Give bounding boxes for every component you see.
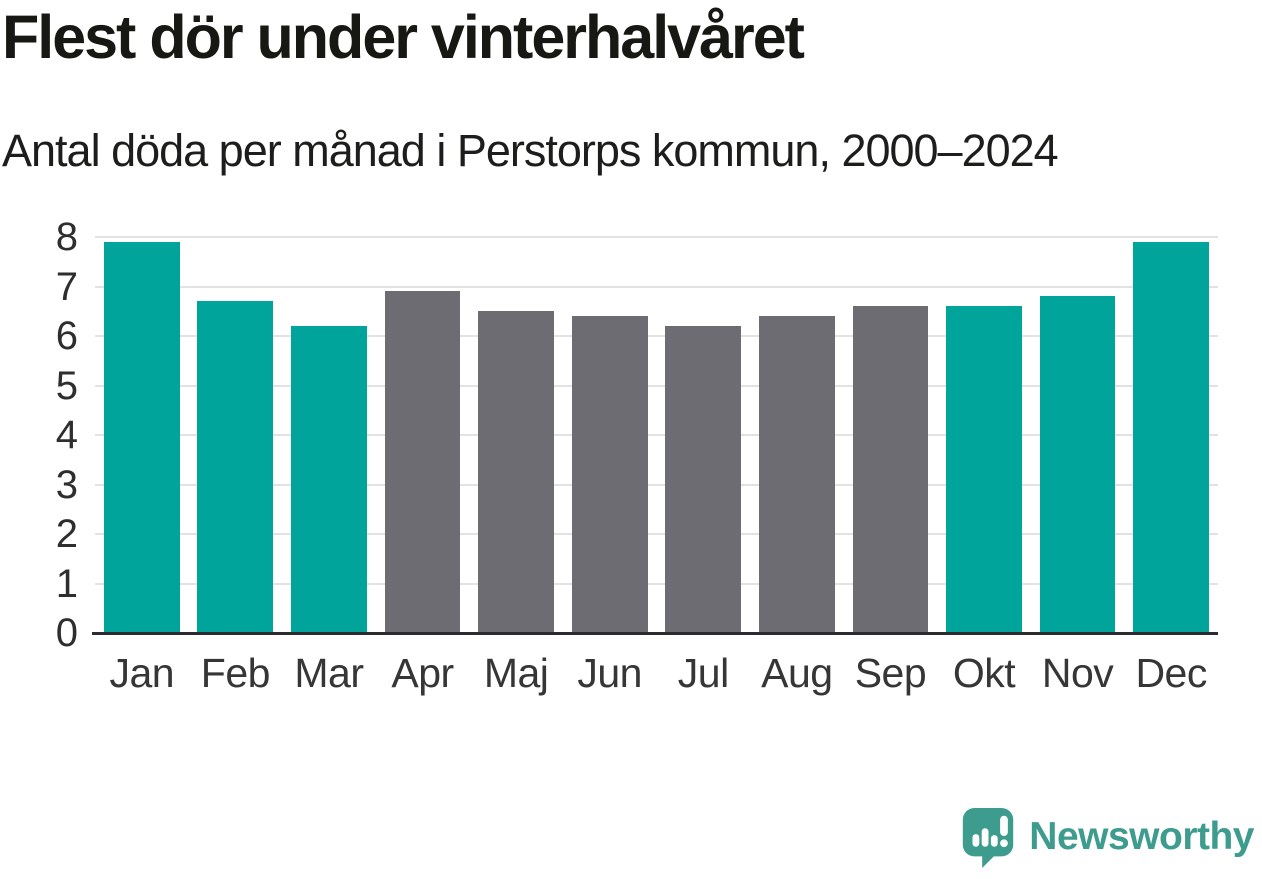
bars (95, 237, 1218, 633)
x-axis-label-okt: Okt (952, 650, 1016, 696)
bar-slot-feb (189, 237, 283, 633)
bar-dec (1133, 241, 1210, 633)
gridline (95, 335, 1218, 337)
y-axis-tick-label: 4 (55, 413, 78, 457)
y-axis-tick-label: 2 (55, 512, 78, 556)
bar-slot-okt (937, 237, 1031, 633)
bar-jan (103, 241, 180, 633)
bar-apr (384, 291, 461, 633)
gridline (95, 434, 1218, 436)
x-axis-label-jan: Jan (109, 650, 175, 696)
y-axis-tick-label: 6 (55, 314, 78, 358)
y-axis-tick-label: 0 (55, 611, 78, 655)
bar-slot-nov (1031, 237, 1125, 633)
y-axis-tick-label: 8 (55, 215, 78, 259)
bar-nov (1039, 296, 1116, 633)
bar-aug (758, 316, 835, 633)
bar-slot-aug (750, 237, 844, 633)
y-axis-tick-label: 5 (55, 363, 78, 408)
brand-footer: Newsworthy (960, 806, 1254, 868)
bar-slot-jan (95, 237, 189, 633)
chart-title: Flest dör under vinterhalvåret (2, 3, 805, 71)
bar-jul (665, 326, 742, 633)
y-axis-tick-label: 1 (55, 561, 78, 606)
y-axis-tick-label: 7 (55, 264, 78, 309)
x-axis-label-jul: Jul (677, 650, 729, 696)
bar-slot-dec (1124, 237, 1218, 633)
chart-subtitle: Antal döda per månad i Perstorps kommun,… (2, 125, 1059, 176)
x-axis-label-jun: Jun (577, 650, 642, 696)
bar-slot-jul (656, 237, 750, 633)
bar-slot-apr (376, 237, 470, 633)
x-axis-label-sep: Sep (854, 650, 927, 696)
x-axis-labels: Jan Feb Mar Apr Maj Jun Jul Aug Sep Okt Nov Dec (95, 650, 1218, 697)
gridline (95, 483, 1218, 486)
bar-maj (478, 311, 554, 633)
bar-slot-jun (563, 237, 657, 633)
brand-name: Newsworthy (1029, 815, 1254, 858)
gridline (95, 582, 1218, 585)
y-axis: 0 1 2 3 4 5 6 7 8 (0, 217, 78, 653)
gridline (95, 384, 1218, 387)
bar-feb (197, 301, 274, 633)
x-axis-label-maj: Maj (483, 650, 549, 696)
newsworthy-logo-icon (963, 807, 1014, 868)
bar-okt (946, 306, 1022, 633)
bar-slot-mar (282, 237, 376, 633)
bar-slot-maj (469, 237, 563, 633)
bar-mar (291, 326, 367, 633)
x-axis-label-feb: Feb (200, 650, 271, 696)
gridline (95, 533, 1218, 535)
x-axis-label-apr: Apr (391, 650, 454, 696)
gridline (95, 236, 1218, 238)
bar-slot-sep (844, 237, 938, 633)
x-axis-label-dec: Dec (1135, 650, 1207, 696)
x-axis-label-nov: Nov (1041, 650, 1114, 696)
x-axis-line (92, 632, 1218, 635)
gridline (95, 285, 1218, 288)
plot-area (92, 236, 1218, 635)
bar-sep (852, 306, 929, 633)
x-axis-label-mar: Mar (294, 650, 364, 696)
x-axis-label-aug: Aug (761, 650, 833, 696)
bar-jun (571, 316, 648, 633)
y-axis-tick-label: 3 (55, 462, 78, 507)
